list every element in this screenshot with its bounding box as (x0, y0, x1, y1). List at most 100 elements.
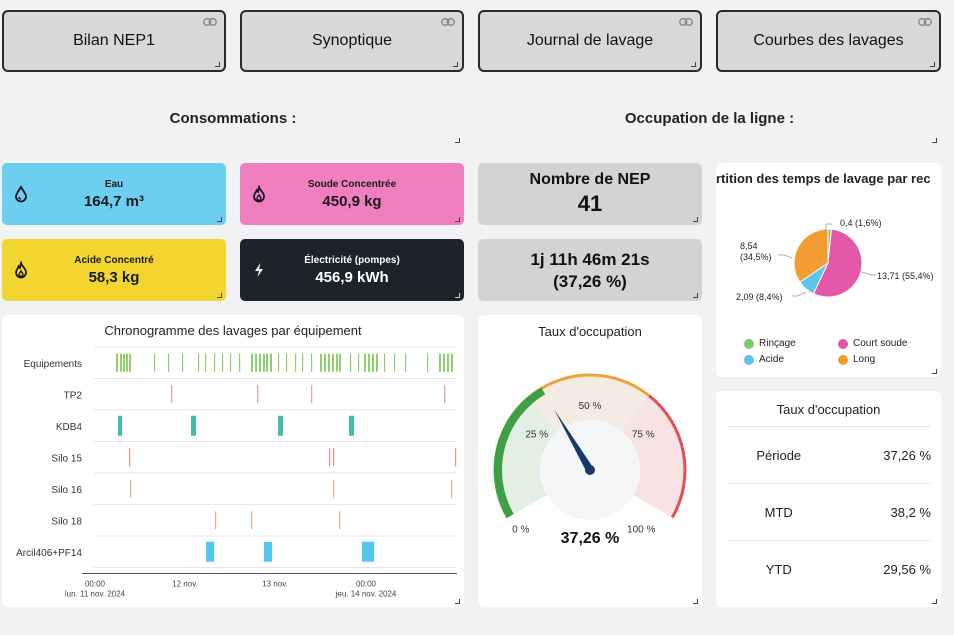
gantt-bar[interactable] (120, 353, 122, 372)
gantt-bar[interactable] (126, 353, 128, 372)
gantt-bar[interactable] (311, 385, 313, 404)
gantt-bar[interactable] (451, 353, 453, 372)
gantt-bar[interactable] (295, 353, 297, 372)
gantt-bar[interactable] (349, 415, 354, 436)
pie-label-long-percent: (34,5%) (740, 252, 772, 262)
gantt-bar[interactable] (171, 385, 173, 404)
gantt-bar[interactable] (447, 353, 449, 372)
table-row: YTD 29,56 % (728, 540, 931, 597)
gantt-bar[interactable] (154, 353, 156, 372)
gantt-bar[interactable] (222, 353, 224, 372)
nav-journal-label: Journal de lavage (526, 32, 654, 49)
gauge-tick-label: 0 % (512, 525, 529, 536)
gantt-bar[interactable] (451, 479, 453, 498)
gantt-bar[interactable] (168, 353, 170, 372)
gantt-bar[interactable] (182, 353, 184, 372)
gantt-bar[interactable] (259, 353, 261, 372)
gantt-bar[interactable] (364, 353, 366, 372)
gantt-bar[interactable] (123, 353, 125, 372)
gantt-bar[interactable] (427, 353, 429, 372)
pie-slice-long[interactable] (793, 228, 829, 283)
gantt-bar[interactable] (215, 511, 217, 530)
gantt-bar[interactable] (384, 353, 386, 372)
gantt-row-label: Silo 18 (51, 516, 82, 527)
nav-bilan-nep1-button[interactable]: Bilan NEP1 (2, 10, 226, 72)
gantt-bar[interactable] (376, 353, 378, 372)
gantt-bar[interactable] (251, 353, 253, 372)
gantt-bar[interactable] (329, 448, 331, 467)
gantt-row-label: Silo 16 (51, 485, 82, 496)
gantt-bar[interactable] (278, 353, 280, 372)
row-value: 29,56 % (883, 561, 931, 577)
legend-rincage[interactable]: Rinçage (744, 338, 796, 349)
gantt-bar[interactable] (278, 415, 283, 436)
gantt-bar[interactable] (405, 353, 407, 372)
gantt-bar[interactable] (455, 448, 457, 467)
legend-long[interactable]: Long (838, 354, 875, 365)
gantt-bar[interactable] (263, 353, 265, 372)
row-key: YTD (765, 561, 792, 577)
nav-courbes-button[interactable]: Courbes des lavages (716, 10, 941, 72)
legend-court-soude[interactable]: Court soude (838, 338, 907, 349)
gantt-tick-date: jeu. 14 nov. 2024 (335, 590, 397, 599)
table-row: MTD 38,2 % (728, 483, 931, 540)
gantt-bar[interactable] (333, 479, 335, 498)
gauge-title: Taux d'occupation (538, 324, 642, 339)
gantt-bar[interactable] (320, 353, 322, 372)
gantt-bar[interactable] (332, 353, 334, 372)
gantt-tick-label: 13 nov. (262, 580, 288, 589)
gantt-bar[interactable] (255, 353, 257, 372)
row-value: 37,26 % (883, 447, 931, 463)
pie-chart-title: rtition des temps de lavage par rec (716, 171, 931, 186)
gantt-bar[interactable] (129, 353, 131, 372)
gantt-bar[interactable] (116, 353, 118, 372)
gantt-bar[interactable] (257, 385, 259, 404)
gantt-row-label: Arcil406+PF14 (16, 548, 82, 559)
gantt-bar[interactable] (368, 353, 370, 372)
legend-acide[interactable]: Acide (744, 354, 784, 365)
nav-synoptique-button[interactable]: Synoptique (240, 10, 464, 72)
kpi-elec-label: Électricité (pompes) (304, 254, 400, 266)
gantt-bar[interactable] (328, 353, 330, 372)
gantt-bar[interactable] (443, 353, 445, 372)
gauge-chart: 0 % 25 % 50 % 75 % 100 % (493, 373, 687, 536)
gantt-bar[interactable] (205, 353, 207, 372)
gantt-bar[interactable] (251, 511, 253, 530)
gantt-bar[interactable] (339, 353, 341, 372)
flame-icon (253, 185, 265, 203)
gantt-bar[interactable] (270, 353, 272, 372)
gantt-bar[interactable] (362, 541, 374, 562)
nep-count-label: Nombre de NEP (529, 171, 651, 188)
nav-journal-button[interactable]: Journal de lavage (478, 10, 702, 72)
gantt-bar[interactable] (336, 353, 338, 372)
gantt-bar[interactable] (286, 353, 288, 372)
gantt-bar[interactable] (311, 353, 313, 372)
gantt-bar[interactable] (439, 353, 441, 372)
gantt-bar[interactable] (372, 353, 374, 372)
gauge-tick-label: 25 % (525, 430, 548, 441)
gantt-bar[interactable] (198, 353, 200, 372)
gantt-bar[interactable] (358, 353, 360, 372)
gantt-bar[interactable] (130, 479, 132, 498)
gauge-tick-label: 75 % (632, 430, 655, 441)
gauge-value-arc (494, 387, 546, 518)
gantt-bar[interactable] (333, 448, 335, 467)
gantt-bar[interactable] (302, 353, 304, 372)
gantt-bar[interactable] (444, 385, 446, 404)
gantt-bar[interactable] (339, 511, 341, 530)
gantt-bar[interactable] (350, 353, 352, 372)
gantt-bar[interactable] (239, 353, 241, 372)
gantt-bar[interactable] (324, 353, 326, 372)
gantt-bar[interactable] (191, 415, 196, 436)
gantt-bar[interactable] (118, 415, 122, 436)
gantt-bar[interactable] (394, 353, 396, 372)
gauge-needle-hub (585, 465, 595, 475)
gantt-bar[interactable] (230, 353, 232, 372)
resize-handle (930, 62, 935, 67)
gantt-bar[interactable] (264, 541, 272, 562)
gantt-bar[interactable] (266, 353, 268, 372)
table-row: Période 37,26 % (728, 426, 931, 483)
gantt-bar[interactable] (214, 353, 216, 372)
gantt-bar[interactable] (129, 448, 131, 467)
gantt-bar[interactable] (206, 541, 214, 562)
